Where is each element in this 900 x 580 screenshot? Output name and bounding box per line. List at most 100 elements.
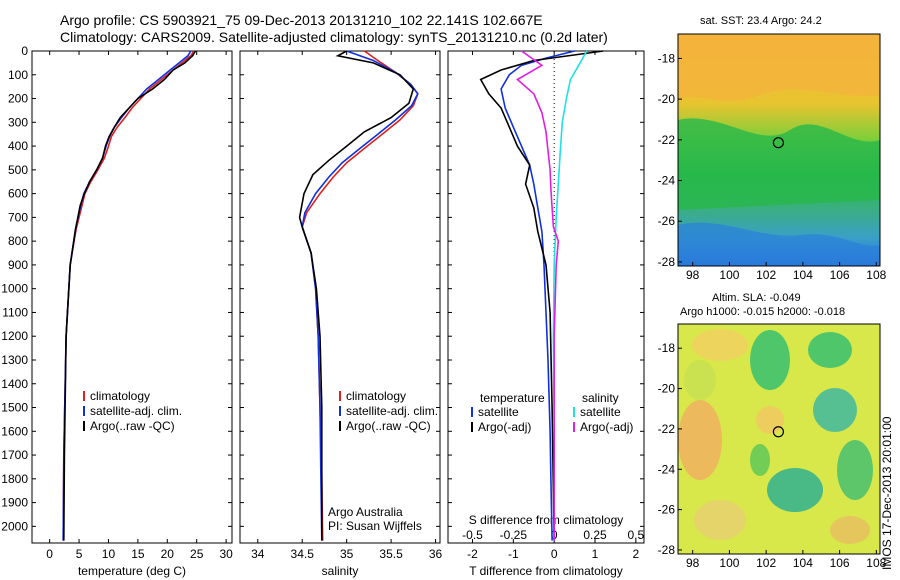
annotation-line: Argo Australia <box>328 505 403 519</box>
map-x-tick-label: 98 <box>686 556 700 570</box>
float-position-marker <box>772 426 784 438</box>
legend-label: climatology <box>346 389 406 403</box>
map-y-tick-label: -20 <box>658 92 676 106</box>
top-tick-label: -0.25 <box>500 528 528 542</box>
sla-anomaly-blob <box>692 329 748 361</box>
legend-header: temperature <box>480 391 545 405</box>
depth-tick-label: 800 <box>8 234 28 248</box>
sla-anomaly-blob <box>813 388 857 432</box>
x-tick-label: 36 <box>429 547 443 561</box>
sla-anomaly-blob <box>830 516 870 544</box>
sla-map-title-2: Argo h1000: -0.015 h2000: -0.018 <box>680 306 846 318</box>
panel-frame <box>31 50 233 544</box>
legend-label: Argo(-adj) <box>478 420 531 434</box>
imos-timestamp: IMOS 17-Dec-2013 20:01:00 <box>880 416 894 570</box>
map-x-tick-label: 98 <box>686 268 700 282</box>
x-tick-label: 1 <box>592 547 599 561</box>
depth-tick-label: 1000 <box>1 282 28 296</box>
legend-label: satellite-adj. clim. <box>346 404 438 418</box>
map-x-tick-label: 104 <box>793 556 813 570</box>
x-tick-label: 35 <box>340 547 354 561</box>
map-y-tick-label: -24 <box>658 174 676 188</box>
series-line <box>301 50 419 541</box>
depth-tick-label: 1300 <box>1 353 28 367</box>
map-y-tick-label: -24 <box>658 462 676 476</box>
x-tick-label: 35.5 <box>379 547 403 561</box>
depth-tick-label: 1100 <box>2 305 28 319</box>
x-tick-label: 10 <box>102 547 116 561</box>
sla-anomaly-blob <box>750 330 790 390</box>
map-x-tick-label: 108 <box>866 556 886 570</box>
series-line <box>516 50 560 541</box>
depth-tick-label: 1200 <box>1 329 28 343</box>
legend-label: Argo(..raw -QC) <box>346 419 431 433</box>
sst-hot-band <box>678 34 880 101</box>
sla-anomaly-blob <box>678 400 722 480</box>
map-y-tick-label: -28 <box>658 255 676 269</box>
legend-label: Argo(..raw -QC) <box>90 419 175 433</box>
sla-anomaly-blob <box>837 440 873 500</box>
top-tick-label: 0.5 <box>627 528 644 542</box>
map-x-tick-label: 106 <box>830 556 850 570</box>
x-tick-label: 34 <box>251 547 265 561</box>
map-x-tick-label: 102 <box>756 268 776 282</box>
title-line-2: Climatology: CARS2009. Satellite-adjuste… <box>60 29 608 45</box>
x-tick-label: -2 <box>467 547 478 561</box>
legend-label: climatology <box>90 389 150 403</box>
sla-anomaly-blob <box>756 406 784 434</box>
depth-tick-label: 100 <box>8 68 28 82</box>
sla-anomaly-blob <box>750 444 770 476</box>
sst-cool-band <box>678 222 880 266</box>
sla-map <box>678 324 880 554</box>
map-y-tick-label: -20 <box>658 382 676 396</box>
x-axis-label: salinity <box>322 564 359 578</box>
x-axis-label: temperature (deg C) <box>78 564 186 578</box>
annotation-line: PI: Susan Wijffels <box>328 519 422 533</box>
x-tick-label: 0 <box>551 547 558 561</box>
sst-map-title: sat. SST: 23.4 Argo: 24.2 <box>700 15 822 27</box>
depth-tick-label: 1400 <box>1 377 28 391</box>
x-tick-label: 20 <box>161 547 175 561</box>
top-tick-label: -0.5 <box>462 528 483 542</box>
x-tick-label: 25 <box>190 547 204 561</box>
depth-tick-label: 200 <box>8 92 28 106</box>
series-line <box>63 50 197 541</box>
map-frame <box>677 33 881 267</box>
map-y-tick-label: -28 <box>658 543 676 557</box>
depth-tick-label: 400 <box>8 139 28 153</box>
depth-tick-label: 600 <box>8 187 28 201</box>
sst-warm-band <box>678 118 880 210</box>
x-tick-label: 30 <box>219 547 233 561</box>
sla-anomaly-blob <box>684 360 716 400</box>
x-tick-label: 34.5 <box>291 547 315 561</box>
map-y-tick-label: -22 <box>658 422 676 436</box>
series-line <box>500 50 575 541</box>
x-tick-label: 15 <box>131 547 145 561</box>
map-frame <box>677 323 881 555</box>
map-y-tick-label: -18 <box>658 341 676 355</box>
legend-label: satellite <box>580 405 621 419</box>
sla-anomaly-blob <box>767 468 823 512</box>
depth-tick-label: 2000 <box>1 519 28 533</box>
legend-label: satellite <box>478 405 519 419</box>
sst-axes: 98 100 102 104 106 108 -18 -20 -22 -24 -26 -28 <box>658 33 887 282</box>
depth-tick-label: 500 <box>8 163 28 177</box>
depth-tick-label: 300 <box>8 115 28 129</box>
x-tick-label: 0 <box>46 547 53 561</box>
depth-tick-label: 900 <box>8 258 28 272</box>
panel-3: -2 -1 0 1 2 T difference from climatology S di… <box>447 50 645 578</box>
sla-anomaly-blob <box>808 332 852 368</box>
panel-1: 0 100 200 300 400 500 600 700 800 900 1000 1100 1200… <box>1 44 233 578</box>
depth-tick-label: 1900 <box>1 496 28 510</box>
top-axis-label: S difference from climatology <box>469 513 624 527</box>
x-axis-label: T difference from climatology <box>469 564 623 578</box>
sla-map-title-1: Altim. SLA: -0.049 <box>712 292 801 304</box>
sla-axes: 98 100 102 104 106 108 -18 -20 -22 -24 -26 -28 <box>658 323 887 570</box>
title-line-1: Argo profile: CS 5903921_75 09-Dec-2013 … <box>60 12 543 28</box>
depth-tick-label: 700 <box>8 210 28 224</box>
top-tick-label: 0.25 <box>583 528 607 542</box>
legend-label: Argo(-adj) <box>580 420 633 434</box>
x-tick-label: 2 <box>632 547 639 561</box>
map-y-tick-label: -26 <box>658 503 676 517</box>
